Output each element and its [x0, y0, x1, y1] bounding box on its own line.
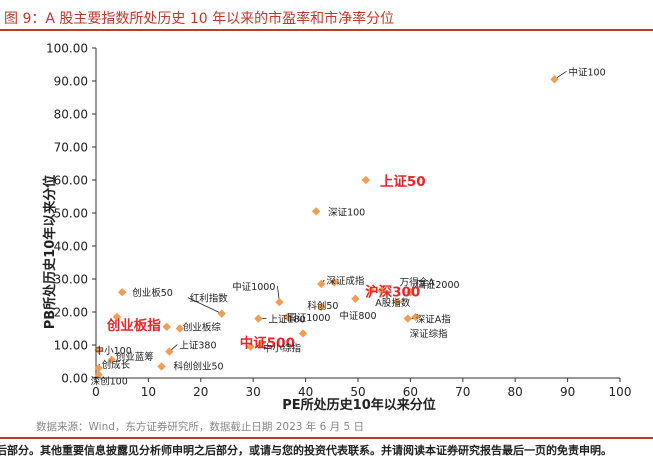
- point-label: 科创创业50: [174, 360, 224, 372]
- point-label: 中小100: [95, 345, 132, 357]
- x-tick-label: 70: [455, 385, 470, 399]
- scatter-point: [283, 312, 292, 322]
- point-label: 上证180: [268, 315, 305, 326]
- point-label: 深创100: [91, 376, 128, 388]
- point-label: 创业板50: [132, 287, 173, 299]
- point-label: 创业板指: [106, 317, 161, 334]
- data-points: [94, 75, 559, 379]
- disclaimer-text: 后部分。其他重要信息披露见分析师申明之后部分，或请与您的投资代表联系。并请阅读本…: [0, 444, 612, 457]
- scatter-point: [107, 355, 116, 365]
- y-tick-label: 60.00: [54, 174, 88, 188]
- point-label: 中证800: [339, 310, 376, 322]
- figure-title: 图 9：A 股主要指数所处历史 10 年以来的市盈率和市净率分位: [4, 11, 395, 27]
- x-tick-label: 90: [560, 385, 575, 399]
- scatter-point: [317, 279, 326, 289]
- point-label: 沪深300: [365, 284, 420, 301]
- y-tick-label: 0.00: [61, 372, 88, 386]
- scatter-point: [351, 294, 360, 303]
- point-label: 国证1000: [287, 313, 330, 324]
- scatter-point: [393, 297, 402, 307]
- point-label: 创业板综: [183, 322, 222, 334]
- scatter-point: [275, 297, 284, 307]
- scatter-point: [406, 288, 415, 297]
- scatter-point: [246, 342, 255, 351]
- scatter-point: [411, 312, 420, 322]
- scatter-point: [361, 175, 371, 185]
- point-label: 上证50: [380, 174, 426, 190]
- scatter-point: [317, 302, 326, 312]
- scatter-point: [298, 329, 308, 338]
- point-label: 创业蓝筹: [116, 351, 154, 363]
- scatter-point: [112, 312, 122, 322]
- point-label: 中证500: [240, 334, 295, 351]
- x-tick-label: 100: [609, 385, 632, 399]
- axes: 0.00 10.00 20.00 30.00 40.00 50.00 60.00 70.00 8…: [46, 42, 631, 400]
- point-label: 深证成指: [326, 275, 365, 287]
- scatter-point: [118, 288, 127, 297]
- point-label: 中证1000: [232, 281, 275, 293]
- point-label: 中小综指: [263, 342, 302, 354]
- x-tick-label: 60: [403, 385, 418, 399]
- y-tick-label: 50.00: [54, 207, 88, 221]
- scatter-point: [175, 324, 185, 333]
- scatter-point: [366, 286, 376, 295]
- x-tick-label: 30: [246, 385, 261, 399]
- y-tick-label: 30.00: [54, 273, 88, 287]
- x-tick-label: 10: [141, 385, 156, 399]
- y-tick-label: 90.00: [54, 75, 88, 89]
- point-label: 深证100: [328, 207, 365, 218]
- title-rule: [0, 29, 653, 31]
- disclaimer-rule: [0, 437, 653, 439]
- callout-line: [187, 297, 222, 315]
- y-tick-label: 20.00: [54, 306, 88, 320]
- callout-lines: [98, 71, 567, 369]
- scatter-point: [256, 339, 266, 348]
- point-label: A股指数: [375, 297, 410, 309]
- y-tick-label: 10.00: [54, 339, 88, 353]
- x-tick-label: 80: [508, 385, 523, 399]
- point-label: 科创50: [307, 300, 338, 312]
- point-label: 创成长: [102, 359, 131, 371]
- x-tick-label: 40: [298, 385, 313, 399]
- scatter-point: [94, 363, 103, 373]
- y-axis-title: PB所处历史10年以来分位: [42, 175, 58, 330]
- scatter-point: [311, 207, 321, 216]
- scatter-point: [550, 75, 559, 84]
- point-label: 万得全A: [400, 277, 436, 289]
- scatter-point: [94, 345, 103, 355]
- y-tick-label: 70.00: [54, 141, 88, 155]
- scatter-chart: 0.00 10.00 20.00 30.00 40.00 50.00 60.00 70.00 8…: [42, 42, 631, 414]
- scatter-point: [162, 322, 171, 332]
- y-tick-label: 100.00: [46, 42, 88, 56]
- x-tick-label: 0: [92, 385, 100, 399]
- point-label: 中证100: [569, 66, 606, 78]
- scatter-point: [403, 314, 412, 323]
- scatter-point: [330, 278, 339, 287]
- x-tick-label: 20: [193, 385, 208, 399]
- scatter-point: [377, 286, 386, 295]
- x-axis-title: PE所处历史10年以来分位: [282, 397, 436, 413]
- scatter-point: [165, 347, 174, 356]
- scatter-point: [217, 309, 226, 318]
- scatter-point: [94, 370, 103, 379]
- x-tick-label: 50: [350, 385, 365, 399]
- point-label: 深证A指: [416, 314, 451, 326]
- point-label: 红利指数: [190, 293, 229, 305]
- point-label: 国证2000: [416, 280, 459, 291]
- point-label: 上证380: [179, 341, 216, 352]
- scatter-point: [157, 362, 166, 371]
- scatter-point: [254, 314, 263, 323]
- y-tick-label: 40.00: [54, 240, 88, 254]
- y-tick-label: 80.00: [54, 108, 88, 122]
- point-label: 深证综指: [410, 328, 449, 340]
- source-note: 数据来源：Wind，东方证券研究所，数据截止日期 2023 年 6 月 5 日: [36, 421, 364, 433]
